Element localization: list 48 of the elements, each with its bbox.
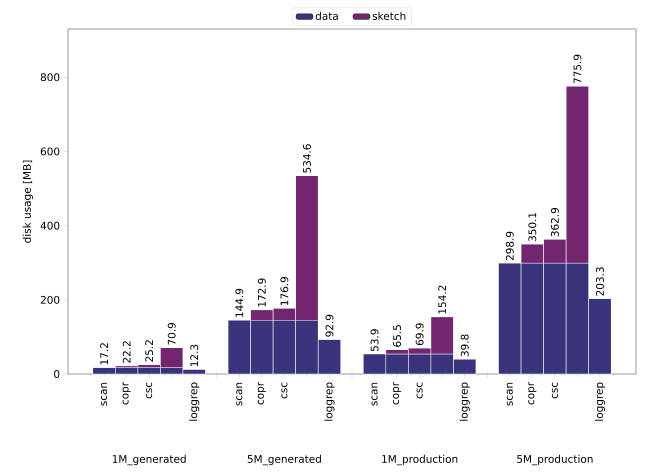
- y-tick-label: 600: [40, 147, 60, 156]
- x-tick-label: loggrep: [189, 382, 200, 421]
- text: 5M_production: [517, 454, 593, 466]
- y-tick-label: 200: [40, 296, 60, 304]
- y-axis-title: disk usage [MB]: [22, 160, 33, 243]
- total-label: 17.2: [100, 343, 108, 364]
- total-label: 154.2: [438, 286, 446, 314]
- x-tick-label: csc: [146, 382, 152, 398]
- x-tick-label: loggrep: [594, 382, 605, 421]
- x-tick-label: csc: [416, 382, 423, 398]
- total-label: 92.9: [326, 314, 334, 337]
- total-label: 172.9: [258, 278, 266, 307]
- x-tick-label: scan: [101, 382, 108, 406]
- text: 1M_generated: [112, 454, 186, 466]
- total-label: 144.9: [235, 288, 244, 317]
- legend-label: sketch: [372, 12, 406, 20]
- y-tick-label: 0: [54, 370, 60, 378]
- total-label: 12.3: [190, 344, 198, 366]
- total-label: 298.9: [506, 232, 514, 260]
- total-label: 22.2: [122, 341, 130, 363]
- x-tick-label: copr: [258, 382, 266, 404]
- x-tick-label: copr: [122, 382, 131, 404]
- x-tick-label: csc: [552, 382, 558, 398]
- total-label: 25.2: [145, 340, 154, 362]
- y-tick-label: 400: [40, 222, 60, 230]
- legend-label: data: [316, 12, 338, 20]
- x-tick-label: copr: [528, 382, 536, 404]
- x-tick-label: scan: [506, 382, 513, 406]
- total-label: 53.9: [370, 329, 378, 351]
- x-tick-label: scan: [372, 382, 378, 406]
- y-tick-label: 800: [40, 73, 60, 82]
- total-label: 70.9: [168, 322, 176, 345]
- text: 1M_production: [382, 454, 458, 466]
- total-label: 69.9: [416, 323, 424, 346]
- x-tick-label: loggrep: [324, 382, 335, 421]
- total-label: 39.8: [460, 334, 469, 356]
- total-label: 362.9: [550, 208, 559, 236]
- x-tick-label: scan: [236, 382, 242, 406]
- total-label: 350.1: [528, 212, 536, 242]
- x-tick-label: loggrep: [460, 382, 470, 421]
- total-label: 775.9: [573, 54, 582, 84]
- total-label: 534.6: [302, 144, 311, 173]
- x-tick-label: copr: [393, 382, 402, 404]
- total-label: 203.3: [596, 267, 604, 296]
- total-label: 176.9: [280, 276, 288, 306]
- text: 5M_generated: [248, 454, 321, 466]
- total-label: 65.5: [393, 325, 402, 347]
- x-tick-label: csc: [281, 382, 288, 398]
